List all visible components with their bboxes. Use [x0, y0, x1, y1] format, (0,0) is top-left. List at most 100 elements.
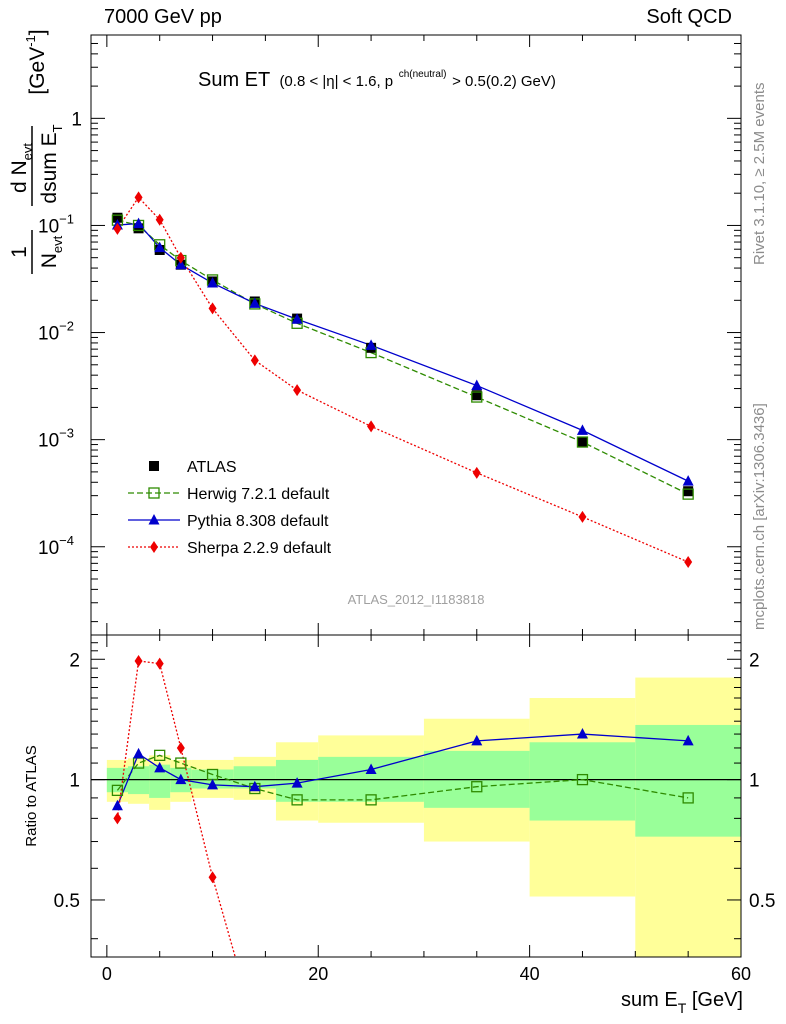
svg-text:d Nevt: d Nevt — [8, 143, 35, 193]
band-inner — [149, 764, 171, 798]
legend-label: Sherpa 2.2.9 default — [187, 540, 332, 557]
data-point — [133, 747, 145, 759]
data-point — [148, 487, 160, 499]
data-point — [150, 541, 158, 553]
data-point — [176, 741, 185, 754]
data-point — [682, 475, 694, 486]
band-inner — [529, 742, 636, 821]
data-point — [175, 773, 187, 785]
data-point — [155, 213, 164, 226]
header-left: 7000 GeV pp — [104, 6, 222, 28]
legend-label: Herwig 7.2.1 default — [187, 486, 330, 503]
svg-text:[GeV-1]: [GeV-1] — [23, 29, 49, 94]
data-point — [154, 241, 166, 253]
data-point — [154, 761, 166, 773]
series-line — [116, 196, 689, 563]
data-point — [149, 461, 159, 471]
ratio-y-tick-label-right: 1 — [749, 771, 760, 792]
band-inner — [233, 766, 276, 789]
ratio-uncertainty-bands — [106, 677, 741, 957]
chart-title-sup: ch(neutral) — [399, 69, 447, 80]
data-point — [176, 251, 185, 264]
data-point — [577, 437, 588, 448]
data-point — [578, 510, 587, 523]
y-tick-label: 10−3 — [38, 426, 74, 452]
header-right: Soft QCD — [646, 6, 732, 28]
data-point — [682, 792, 694, 804]
data-point — [250, 354, 259, 367]
y-tick-label: 10−1 — [38, 211, 74, 237]
data-point — [113, 222, 122, 235]
y-tick-label: 1 — [71, 109, 82, 130]
y-tick-label: 10−4 — [38, 533, 74, 559]
data-point — [154, 749, 166, 761]
data-point — [365, 763, 377, 774]
data-point — [133, 223, 144, 234]
ratio-y-tick-label-right: 2 — [749, 650, 760, 671]
chart-title: Sum ET (0.8 < |η| < 1.6, p ch(neutral) >… — [198, 60, 556, 91]
ylabel-one: 1 — [8, 246, 31, 258]
data-point — [133, 217, 145, 229]
ratio-frame — [90, 634, 742, 958]
data-point — [576, 424, 588, 435]
data-point — [471, 734, 483, 746]
y-tick-label: 10−2 — [38, 319, 74, 345]
data-point — [111, 799, 123, 811]
data-point — [291, 794, 303, 806]
data-point — [576, 728, 588, 739]
svg-text:Nevt: Nevt — [38, 235, 65, 268]
data-point — [365, 339, 377, 350]
series-line — [117, 222, 689, 482]
data-point — [208, 302, 217, 315]
data-point — [293, 384, 302, 397]
x-tick-label: 0 — [102, 964, 112, 984]
chart-title-tail: > 0.5(0.2) GeV) — [452, 73, 556, 90]
chart-title-sub: (0.8 < |η| < 1.6, p — [279, 73, 393, 90]
main-y-axis-label: 1 Nevt d Nevt dsum ET [GeV-1] — [8, 29, 65, 274]
data-point — [175, 258, 187, 270]
data-point — [472, 466, 481, 479]
data-point — [291, 313, 303, 324]
ratio-y-axis-label: Ratio to ATLAS — [23, 745, 40, 846]
data-point — [471, 391, 483, 403]
data-point — [249, 780, 261, 792]
data-point — [365, 794, 377, 806]
ratio-y-tick-label: 2 — [69, 650, 80, 671]
data-point — [367, 420, 376, 433]
watermark: ATLAS_2012_I1183818 — [348, 592, 485, 607]
data-point — [111, 784, 124, 797]
x-tick-label: 60 — [731, 964, 751, 984]
data-point — [155, 657, 164, 670]
data-point — [134, 655, 143, 668]
data-point — [471, 379, 483, 391]
data-point — [682, 488, 694, 500]
legend: ATLAS Herwig 7.2.1 default Pythia 8.308 de… — [128, 459, 332, 557]
data-point — [576, 436, 589, 448]
x-axis-label: sum ET [GeV] — [621, 989, 743, 1016]
data-point — [134, 191, 143, 204]
chart-title-main: Sum ET — [198, 69, 270, 91]
data-point — [291, 777, 303, 788]
data-point — [471, 781, 483, 793]
data-point — [112, 212, 123, 223]
svg-text:dsum ET: dsum ET — [38, 124, 65, 203]
x-tick-label: 20 — [308, 964, 328, 984]
data-point — [207, 778, 219, 790]
data-point — [471, 390, 482, 401]
data-point — [249, 297, 261, 308]
data-point — [683, 486, 694, 497]
ratio-y-tick-label: 0.5 — [54, 891, 80, 912]
legend-label: Pythia 8.308 default — [187, 513, 329, 530]
ratio-y-tick-label: 1 — [69, 771, 80, 792]
data-point — [208, 871, 217, 884]
legend-label: ATLAS — [187, 459, 237, 476]
ratio-y-tick-label-right: 0.5 — [749, 891, 775, 912]
ratio-series-line — [116, 660, 236, 957]
x-tick-label: 40 — [520, 964, 540, 984]
data-point — [148, 514, 160, 525]
data-point — [576, 773, 589, 786]
data-point — [175, 757, 187, 769]
data-point — [684, 556, 693, 569]
data-point — [682, 734, 694, 746]
